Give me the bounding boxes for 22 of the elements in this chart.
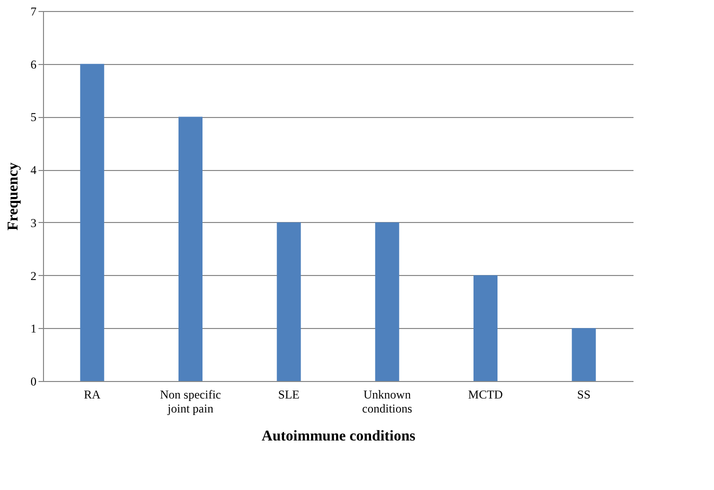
x-axis-title: Autoimmune conditions: [262, 428, 416, 444]
x-tick-label: Unknown conditions: [362, 388, 412, 416]
y-tick-label: 2: [30, 268, 36, 283]
y-axis-title: Frequency: [6, 162, 22, 231]
y-tick-label: 0: [30, 374, 36, 388]
y-tick-label: 3: [30, 216, 36, 230]
bar: [375, 222, 400, 381]
y-tick-label: 6: [30, 57, 36, 72]
bar: [276, 222, 301, 381]
x-tick-label: MCTD: [468, 388, 504, 402]
x-tick-label: SS: [577, 388, 591, 402]
y-tick-label: 4: [30, 163, 36, 178]
x-tick-label: Non specific joint pain: [160, 388, 221, 416]
bar: [80, 64, 104, 381]
bar: [572, 328, 596, 381]
bar: [178, 116, 202, 381]
x-tick-label: RA: [84, 388, 101, 402]
y-tick-label: 1: [30, 322, 36, 336]
x-tick-label: SLE: [278, 388, 300, 402]
bar: [474, 275, 498, 381]
y-tick-label: 7: [30, 4, 36, 18]
y-tick-label: 5: [30, 110, 36, 124]
